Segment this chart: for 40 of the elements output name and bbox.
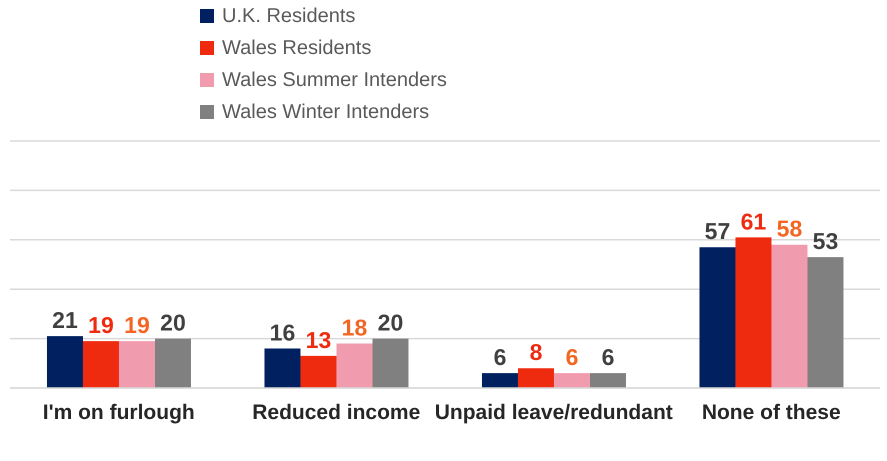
bar: [735, 237, 772, 388]
bar: [336, 344, 372, 388]
bar: [699, 247, 736, 388]
legend-label: Wales Residents: [222, 36, 372, 60]
data-label: 21: [52, 307, 78, 334]
data-label: 6: [602, 344, 614, 370]
data-label: 57: [704, 218, 730, 244]
bar: [264, 348, 300, 388]
bar: [771, 244, 808, 388]
data-label: 8: [530, 339, 543, 366]
data-label: 53: [812, 228, 838, 254]
bar: [518, 368, 554, 388]
bar: [807, 257, 844, 388]
data-label: 6: [566, 344, 578, 370]
data-label: 19: [124, 312, 150, 338]
x-tick-label: Reduced income: [252, 400, 420, 424]
bar: [46, 336, 83, 388]
legend-label: Wales Winter Intenders: [222, 100, 430, 124]
legend-label: Wales Summer Intenders: [222, 68, 447, 92]
data-label: 19: [88, 312, 114, 338]
data-label: 20: [160, 310, 186, 336]
x-tick-label: None of these: [702, 400, 841, 424]
data-label: 58: [776, 216, 802, 242]
bar: [82, 341, 119, 388]
bar: [118, 341, 155, 388]
bar: [154, 338, 191, 388]
data-label: 18: [342, 314, 368, 341]
x-tick-label: Unpaid leave/redundant: [434, 400, 673, 424]
bar: [300, 356, 336, 388]
x-tick-label: I'm on furlough: [42, 400, 195, 424]
data-label: 20: [378, 310, 404, 336]
bar: [482, 373, 518, 388]
bar: [554, 373, 590, 388]
bar: [372, 338, 408, 388]
data-label: 6: [494, 344, 506, 370]
data-label: 16: [270, 319, 296, 346]
data-label: 13: [306, 326, 332, 353]
bar: [590, 373, 626, 388]
data-label: 61: [740, 208, 766, 234]
legend-label: U.K. Residents: [222, 4, 356, 28]
